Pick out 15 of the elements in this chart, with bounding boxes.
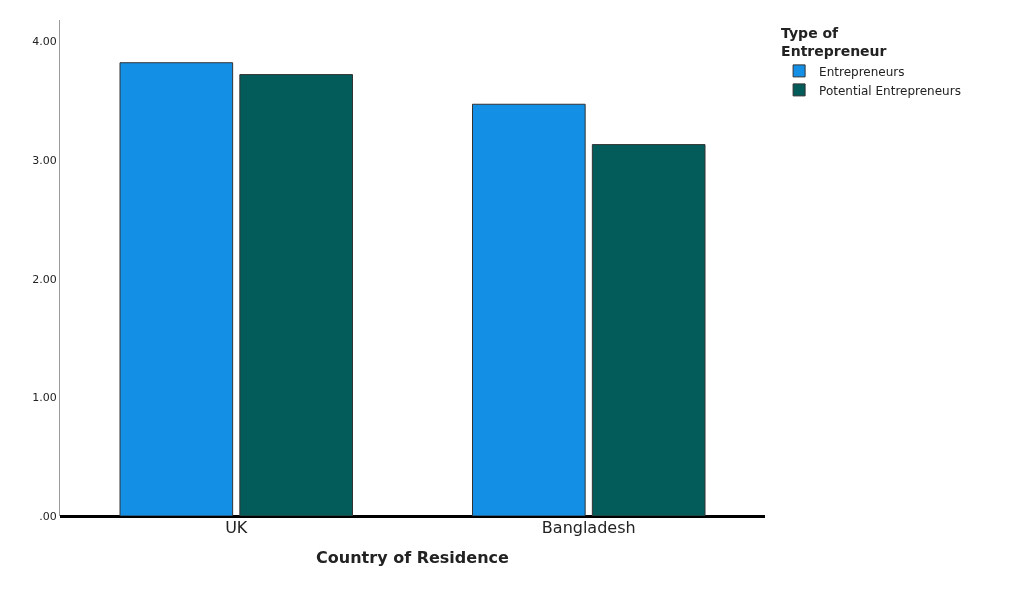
x-axis-title: Country of Residence	[316, 547, 510, 567]
y-tick-label: 4.00	[32, 35, 57, 49]
x-tick-label: UK	[225, 518, 248, 537]
y-tick-label: 3.00	[32, 153, 57, 167]
legend-label: Entrepreneurs	[819, 64, 905, 79]
bar	[591, 144, 706, 516]
y-tick-label: 2.00	[32, 272, 57, 286]
y-tick-label: .00	[39, 509, 57, 523]
bar	[119, 62, 234, 516]
bar	[239, 74, 353, 516]
bar	[472, 103, 586, 516]
x-tick-label: Bangladesh	[541, 518, 636, 537]
legend-title: Type of Entrepreneur	[781, 25, 887, 60]
legend-label: Potential Entrepreneurs	[819, 83, 961, 98]
y-tick-label: 1.00	[32, 391, 57, 405]
